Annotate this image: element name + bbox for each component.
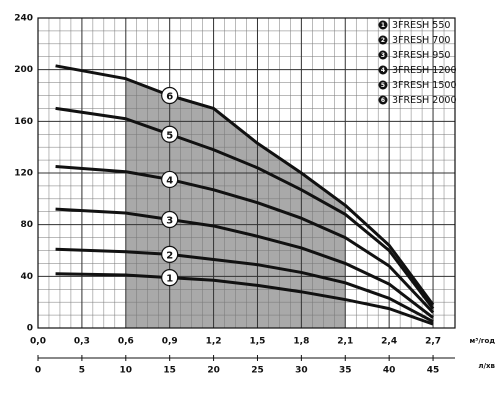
legend-label: 3FRESH 2000 [392, 95, 456, 106]
y-tick-label: 200 [14, 65, 33, 75]
y-tick-label: 0 [27, 324, 33, 334]
x-tick-label: 1,5 [249, 337, 265, 347]
x2-tick-label: 35 [339, 366, 352, 376]
curve-marker [161, 125, 179, 143]
x-tick-label: 0,9 [162, 337, 178, 347]
curve-marker-label: 5 [166, 130, 173, 141]
curve-marker-label: 6 [166, 92, 173, 103]
pump-curve [55, 165, 435, 314]
legend-marker [378, 95, 388, 105]
y-tick-label: 160 [14, 117, 33, 127]
curve-marker [161, 86, 179, 105]
x2-tick-label: 0 [35, 366, 41, 376]
x-tick-label: 1,2 [206, 337, 222, 347]
x2-tick-label: 40 [383, 366, 396, 376]
x-tick-label: 2,1 [337, 337, 353, 347]
pump-curve [55, 207, 434, 319]
x-tick-label: 0,3 [74, 337, 90, 347]
y-tick-label: 80 [20, 220, 33, 230]
pump-curve [55, 272, 434, 326]
x2-tick-label: 45 [427, 366, 440, 376]
x-tick-label: 2,7 [425, 337, 441, 347]
legend-label: 3FRESH 1500 [392, 80, 456, 91]
x2-tick-label: 30 [295, 366, 308, 376]
pump-curve [55, 247, 434, 323]
curve-marker [161, 245, 179, 263]
pump-curve [55, 106, 435, 310]
curve-marker [161, 269, 179, 287]
legend-marker-label: 4 [381, 67, 385, 74]
legend-marker [378, 20, 388, 30]
legend-marker [378, 50, 388, 60]
legend-label: 3FRESH 1200 [392, 65, 456, 76]
x2-tick-label: 20 [207, 366, 220, 376]
curve-marker-label: 2 [166, 250, 173, 261]
y-tick-label: 40 [20, 272, 33, 282]
x2-axis-label: л/хв [478, 362, 495, 370]
x2-tick-label: 25 [251, 366, 264, 376]
x-tick-label: 2,4 [381, 337, 397, 347]
legend-marker [378, 35, 388, 45]
x2-tick-label: 5 [79, 366, 85, 376]
legend-marker-label: 3 [381, 52, 385, 59]
legend-marker-label: 5 [381, 82, 385, 89]
x-tick-label: 0,6 [118, 337, 134, 347]
legend-label: 3FRESH 700 [392, 35, 450, 46]
curve-marker-label: 4 [166, 175, 173, 186]
legend-label: 3FRESH 550 [392, 20, 450, 31]
y-tick-label: 120 [14, 169, 33, 179]
legend-marker-label: 1 [381, 22, 385, 29]
pump-curve [55, 64, 435, 306]
x-tick-label: 0,0 [30, 337, 46, 347]
legend-label: 3FRESH 950 [392, 50, 450, 61]
x2-tick-label: 15 [163, 366, 176, 376]
legend-marker-label: 6 [381, 97, 385, 104]
curve-marker-label: 3 [166, 216, 173, 227]
curve-marker [161, 210, 179, 229]
y-tick-label: 240 [14, 14, 33, 24]
x-tick-label: 1,8 [293, 337, 309, 347]
curve-marker-label: 1 [166, 274, 173, 285]
curve-marker [161, 170, 179, 189]
legend-marker [378, 80, 388, 90]
x2-tick-label: 10 [120, 366, 133, 376]
legend-marker [378, 65, 388, 75]
x-axis-label: м³/год [470, 337, 496, 345]
plot-frame [37, 17, 456, 329]
legend-marker-label: 2 [381, 37, 385, 44]
